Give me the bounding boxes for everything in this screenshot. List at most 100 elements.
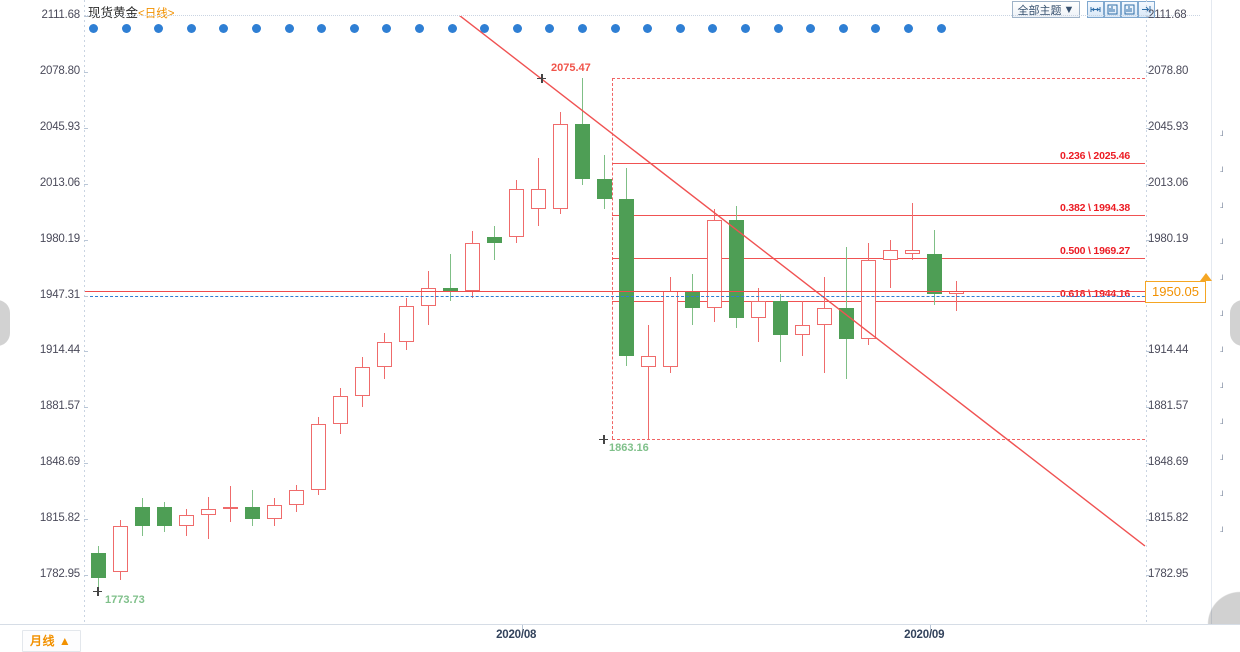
- indicator-dot: [219, 24, 229, 33]
- price-axis-tick: [1146, 183, 1150, 185]
- indicator-dot: [806, 24, 816, 33]
- candle-body: [157, 506, 172, 526]
- price-axis-tick: [1146, 16, 1150, 17]
- candle-body: [333, 396, 348, 424]
- theme-select-label: 全部主题: [1017, 4, 1062, 17]
- price-axis-tick: [84, 295, 88, 297]
- fib-level-line[interactable]: [612, 258, 1145, 260]
- price-axis-tick: [84, 183, 88, 185]
- price-axis-label-right: 2078.80: [1148, 64, 1189, 77]
- theme-select[interactable]: 全部主题 ▼: [1012, 1, 1080, 18]
- price-axis-label-left: 2013.06: [39, 176, 80, 189]
- candle-body: [201, 508, 216, 516]
- fib-box-bottom-edge: [612, 438, 1145, 440]
- time-axis-label: 2020/08: [496, 629, 537, 641]
- period-tag: <日线>: [138, 8, 175, 20]
- candle-body: [311, 423, 326, 490]
- price-axis-label-left: 1881.57: [39, 400, 80, 413]
- price-axis-tick: [1146, 351, 1150, 353]
- candle-body: [377, 341, 392, 368]
- candle-body: [553, 124, 568, 210]
- price-axis-tick: [1146, 239, 1150, 241]
- candle-wick: [647, 324, 650, 439]
- candle-wick: [889, 239, 892, 288]
- chart-left-icon[interactable]: [1104, 1, 1121, 18]
- strip-mark: 」: [1220, 524, 1228, 533]
- candle-body: [531, 188, 546, 210]
- strip-mark: 」: [1220, 308, 1228, 317]
- price-axis-label-right: 1782.95: [1148, 568, 1189, 580]
- indicator-dot: [349, 24, 359, 33]
- price-axis-label-right: 1914.44: [1148, 344, 1189, 357]
- top-rule: [85, 15, 1200, 16]
- candle-wick: [207, 496, 210, 540]
- price-axis-tick: [84, 463, 88, 465]
- page-title: 现货黄金<日线>: [88, 2, 174, 21]
- indicator-dot: [154, 24, 164, 33]
- fib-level-label: 0.500 \ 1969.27: [1060, 245, 1130, 258]
- price-axis-tick: [1146, 71, 1150, 73]
- indicator-dot: [838, 24, 848, 33]
- corner-shadow: [1206, 584, 1240, 624]
- fib-level-label: 0.236 \ 2025.46: [1060, 149, 1130, 162]
- price-axis-label-left: 1980.19: [39, 232, 80, 245]
- candle-body: [707, 219, 722, 308]
- candle-body: [883, 250, 898, 261]
- instrument-name: 现货黄金: [88, 6, 139, 20]
- strip-mark: 」: [1220, 272, 1228, 281]
- candle-body: [619, 199, 634, 356]
- nav-scroll-right-handle[interactable]: [1230, 300, 1240, 346]
- time-axis: 2020/08 2020/09: [0, 624, 1240, 648]
- price-axis-label-right: 1815.82: [1148, 512, 1189, 525]
- candle-body: [795, 324, 810, 336]
- indicator-dot: [512, 24, 522, 33]
- candle-body: [223, 506, 238, 509]
- fib-level-line[interactable]: [612, 162, 1145, 164]
- price-axis-label-right: 2013.06: [1148, 176, 1189, 189]
- period-toggle-label: 月线: [30, 634, 56, 648]
- indicator-dot: [871, 24, 881, 33]
- candle-body: [113, 525, 128, 572]
- strip-mark: 」: [1220, 164, 1228, 173]
- axis-divider-left: [84, 0, 85, 624]
- period-low-label: 1773.73: [105, 593, 145, 606]
- nav-scroll-left-handle[interactable]: [0, 300, 10, 346]
- candle-body: [927, 253, 942, 295]
- candle-wick: [449, 253, 452, 302]
- fit-width-icon[interactable]: [1087, 1, 1104, 18]
- strip-mark: 」: [1220, 200, 1228, 209]
- marker-price-line: [85, 295, 1200, 297]
- chart-right-icon[interactable]: [1121, 1, 1138, 18]
- current-price-line: [85, 290, 1200, 292]
- price-axis-tick: [1146, 127, 1150, 129]
- price-axis-tick: [84, 351, 88, 353]
- candle-body: [465, 243, 480, 291]
- chart-canvas[interactable]: 0.236 \ 2025.46 0.382 \ 1994.38 0.500 \ 19…: [85, 16, 1200, 624]
- price-axis-left: 2111.68 2078.80 2045.93 2013.06 1980.19 1947.…: [0, 0, 80, 647]
- current-price-tag[interactable]: 1950.05: [1145, 280, 1206, 303]
- swing-marker-icon: [93, 586, 102, 596]
- fib-level-line[interactable]: [612, 300, 1145, 302]
- period-toggle-button[interactable]: 月线 ▲: [22, 630, 82, 652]
- candle-wick: [493, 226, 496, 261]
- fib-level-line[interactable]: [612, 215, 1145, 217]
- axis-divider-right: [1146, 0, 1147, 624]
- indicator-dot: [382, 24, 392, 33]
- strip-mark: 」: [1220, 128, 1228, 137]
- price-axis-label-right: 1881.57: [1148, 400, 1189, 413]
- candle-wick: [229, 486, 232, 523]
- swing-high-label: 2075.47: [551, 61, 591, 74]
- candle-body: [421, 287, 436, 307]
- downtrend-line[interactable]: [85, 16, 1200, 624]
- current-price-arrow-icon: [1200, 272, 1212, 281]
- candle-body: [245, 506, 260, 519]
- fib-box-top-edge: [612, 77, 1145, 79]
- candle-body: [135, 506, 150, 526]
- fib-level-label: 0.382 \ 1994.38: [1060, 202, 1130, 215]
- indicator-dot: [545, 24, 555, 33]
- price-axis-tick: [1146, 463, 1150, 465]
- chart-plot-area[interactable]: 0.236 \ 2025.46 0.382 \ 1994.38 0.500 \ 19…: [85, 16, 1200, 624]
- price-axis-right: 2111.682078.802045.932013.061980.191947.…: [1148, 0, 1210, 647]
- candle-body: [509, 188, 524, 237]
- candle-body: [91, 552, 106, 579]
